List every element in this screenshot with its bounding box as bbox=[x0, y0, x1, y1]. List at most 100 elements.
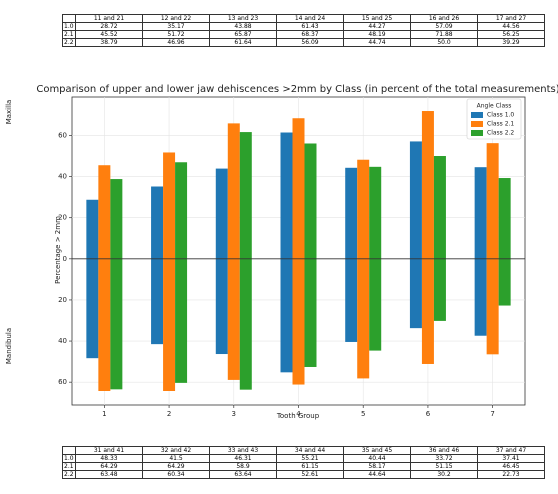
legend-swatch bbox=[471, 112, 483, 118]
legend-swatch bbox=[471, 121, 483, 127]
cell: 64.29 bbox=[75, 462, 143, 471]
cell: 44.64 bbox=[343, 470, 411, 479]
cell: 58.17 bbox=[343, 462, 411, 471]
maxilla-label: Maxilla bbox=[5, 100, 13, 125]
bar bbox=[486, 258, 499, 355]
upper-table: 11 and 21 12 and 22 13 and 23 14 and 24 15 a… bbox=[62, 14, 545, 47]
cell: 63.64 bbox=[209, 470, 277, 479]
legend-box bbox=[466, 98, 522, 140]
header-cell: 35 and 45 bbox=[343, 446, 411, 455]
bar bbox=[151, 258, 164, 345]
x-tick-label: 6 bbox=[426, 410, 431, 418]
bar bbox=[345, 167, 358, 259]
bar bbox=[357, 258, 370, 379]
row-label: 2.1 bbox=[62, 462, 76, 471]
header-cell: 32 and 42 bbox=[142, 446, 210, 455]
bar bbox=[110, 258, 123, 390]
cell: 37.41 bbox=[477, 454, 545, 463]
x-tick-label: 3 bbox=[232, 410, 236, 418]
bar bbox=[304, 258, 317, 367]
row-label: 1.0 bbox=[62, 454, 76, 463]
bar bbox=[292, 258, 305, 385]
bar bbox=[239, 132, 252, 259]
bar bbox=[280, 258, 293, 373]
x-tick-label: 5 bbox=[361, 410, 365, 418]
bar bbox=[110, 179, 123, 259]
cell: 33.72 bbox=[410, 454, 478, 463]
y-tick-label: 40 bbox=[58, 337, 67, 345]
bar bbox=[163, 258, 176, 391]
bar bbox=[421, 258, 434, 364]
bar bbox=[239, 258, 252, 390]
cell: 40.44 bbox=[343, 454, 411, 463]
x-tick-label: 1 bbox=[102, 410, 106, 418]
corner-cell bbox=[62, 446, 76, 455]
cell: 46.31 bbox=[209, 454, 277, 463]
bar bbox=[433, 156, 446, 259]
header-cell: 36 and 46 bbox=[410, 446, 478, 455]
bar bbox=[474, 167, 487, 259]
lower-table: 31 and 41 32 and 42 33 and 43 34 and 44 35 a… bbox=[62, 446, 545, 479]
y-tick-label: 20 bbox=[58, 296, 67, 304]
y-tick-label: 60 bbox=[58, 131, 67, 139]
legend-label: Class 2.1 bbox=[487, 121, 514, 128]
bar bbox=[175, 258, 188, 383]
header-cell: 34 and 44 bbox=[276, 446, 344, 455]
mandibula-label: Mandibula bbox=[5, 328, 13, 364]
bar bbox=[409, 258, 422, 329]
cell: 22.73 bbox=[477, 470, 545, 479]
bar bbox=[369, 258, 382, 351]
bar bbox=[86, 199, 99, 259]
x-tick-label: 7 bbox=[490, 410, 494, 418]
y-tick-label: 60 bbox=[58, 378, 67, 386]
bar bbox=[163, 152, 176, 259]
bar bbox=[498, 178, 511, 259]
y-tick-label: 20 bbox=[58, 214, 67, 222]
chart-title: Comparison of upper and lower jaw dehisc… bbox=[36, 84, 558, 95]
bar bbox=[433, 258, 446, 321]
bar bbox=[98, 258, 111, 391]
bar bbox=[215, 168, 228, 259]
header-cell: 33 and 43 bbox=[209, 446, 277, 455]
cell: 46.45 bbox=[477, 462, 545, 471]
header-cell: 31 and 41 bbox=[75, 446, 143, 455]
legend-label: Class 2.2 bbox=[487, 130, 514, 137]
cell: 52.61 bbox=[276, 470, 344, 479]
bar bbox=[421, 111, 434, 259]
cell: 61.15 bbox=[276, 462, 344, 471]
bar bbox=[227, 258, 240, 380]
bar bbox=[304, 143, 317, 259]
bar bbox=[215, 258, 228, 355]
bar bbox=[498, 258, 511, 306]
header-cell: 37 and 47 bbox=[477, 446, 545, 455]
bar bbox=[86, 258, 99, 359]
bar bbox=[151, 186, 164, 259]
y-axis-label: Percentage > 2mm bbox=[54, 216, 62, 284]
row-label: 2.2 bbox=[62, 470, 76, 479]
cell: 39.29 bbox=[477, 38, 545, 47]
x-tick-label: 4 bbox=[296, 410, 301, 418]
chart: Comparison of upper and lower jaw dehisc… bbox=[5, 84, 558, 420]
bar bbox=[292, 118, 305, 259]
legend-title: Angle Class bbox=[477, 103, 512, 110]
legend-swatch bbox=[471, 130, 483, 136]
bar bbox=[369, 166, 382, 259]
bar bbox=[474, 258, 487, 336]
bar bbox=[409, 141, 422, 259]
x-tick-label: 2 bbox=[167, 410, 171, 418]
bar bbox=[345, 258, 358, 342]
cell: 51.15 bbox=[410, 462, 478, 471]
cell: 48.33 bbox=[75, 454, 143, 463]
cell: 63.48 bbox=[75, 470, 143, 479]
legend-label: Class 1.0 bbox=[487, 112, 514, 119]
cell: 41.5 bbox=[142, 454, 210, 463]
cell: 30.2 bbox=[410, 470, 478, 479]
bar bbox=[486, 143, 499, 259]
y-tick-label: 0 bbox=[63, 255, 67, 263]
cell: 58.9 bbox=[209, 462, 277, 471]
cell: 64.29 bbox=[142, 462, 210, 471]
bar bbox=[175, 162, 188, 259]
x-axis-label: Tooth Group bbox=[276, 412, 320, 420]
bar bbox=[280, 132, 293, 259]
